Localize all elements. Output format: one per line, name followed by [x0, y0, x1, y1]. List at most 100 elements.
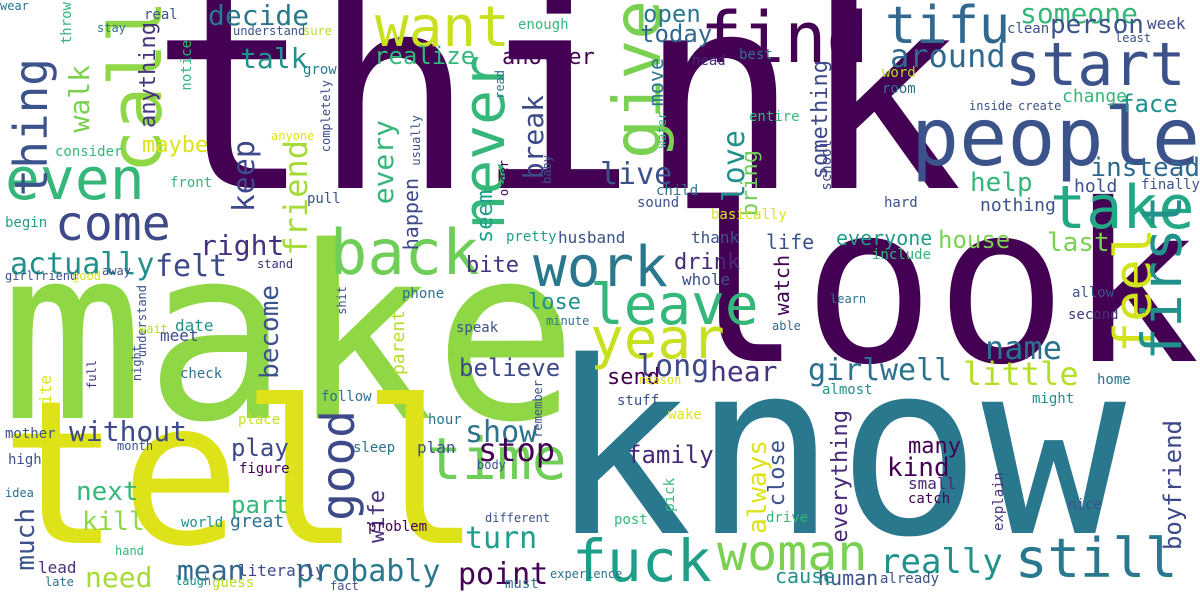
word-170: world — [181, 515, 224, 531]
word-118: word — [882, 65, 916, 81]
word-85: wife — [365, 490, 390, 543]
word-160: mother — [5, 426, 56, 442]
word-79: without — [69, 415, 188, 448]
word-158: write — [36, 375, 55, 424]
word-81: part — [231, 491, 289, 519]
word-138: throw — [59, 2, 75, 45]
word-143: completely — [319, 80, 333, 153]
word-201: wear — [0, 0, 29, 13]
word-16: back — [330, 216, 480, 289]
word-167: laugh — [175, 574, 212, 588]
word-169: literally — [238, 561, 325, 580]
word-145: front — [170, 175, 213, 191]
word-62: little — [963, 355, 1079, 393]
word-24: still — [1015, 527, 1178, 590]
word-82: great — [230, 511, 285, 532]
word-122: week — [1147, 14, 1186, 33]
word-104: small — [908, 474, 957, 493]
word-103: meet — [160, 326, 199, 345]
word-74: mean — [177, 554, 245, 587]
word-157: date — [175, 316, 214, 335]
word-123: clean — [1007, 21, 1050, 37]
word-117: school — [819, 140, 835, 191]
word-40: walk — [63, 65, 96, 133]
word-105: catch — [908, 491, 951, 507]
word-1: make — [0, 195, 578, 475]
word-197: enough — [518, 17, 569, 33]
word-178: plan — [417, 438, 456, 457]
word-83: become — [255, 285, 285, 379]
word-186: reason — [638, 373, 682, 387]
word-134: nice — [1068, 497, 1102, 513]
word-95: watch — [770, 255, 794, 316]
word-54: life — [766, 230, 815, 254]
word-100: bite — [466, 253, 519, 278]
word-86: kind — [887, 453, 950, 483]
word-13: thing — [4, 58, 58, 197]
word-132: able — [772, 319, 801, 333]
word-69: stop — [478, 431, 556, 469]
word-121: create — [1018, 99, 1062, 113]
word-125: finally — [1140, 177, 1200, 193]
word-76: much — [11, 508, 41, 571]
word-192: order — [497, 160, 511, 197]
word-159: place — [238, 412, 281, 428]
word-173: follow — [321, 389, 372, 405]
word-87: many — [908, 434, 961, 459]
word-175: speak — [456, 320, 499, 336]
word-127: allow — [1072, 285, 1115, 301]
word-15: work — [533, 235, 668, 300]
word-140: sure — [303, 24, 332, 38]
word-64: girl — [808, 353, 881, 388]
word-120: inside — [969, 99, 1013, 113]
word-30: someone — [1020, 0, 1139, 30]
word-34: today — [640, 20, 713, 48]
word-163: idea — [5, 486, 34, 500]
word-19: time — [427, 425, 567, 493]
word-147: girlfriend — [5, 269, 78, 283]
word-136: real — [144, 7, 178, 23]
word-137: stay — [97, 21, 126, 35]
word-106: explain — [991, 472, 1007, 532]
word-4: tell — [0, 358, 482, 591]
word-96: drink — [674, 250, 741, 275]
word-20: year — [590, 307, 725, 372]
word-115: move — [644, 58, 668, 107]
word-61: nothing — [980, 195, 1056, 216]
word-131: learn — [830, 292, 867, 306]
word-73: probably — [296, 554, 441, 589]
word-98: seem — [473, 190, 498, 243]
word-29: decide — [208, 0, 310, 32]
word-182: remember — [531, 380, 545, 438]
word-110: sound — [637, 195, 680, 211]
word-84: parent — [388, 310, 409, 376]
word-65: well — [880, 353, 953, 388]
word-51: felt — [155, 249, 228, 284]
word-113: hard — [884, 195, 918, 211]
word-37: name — [985, 329, 1063, 367]
word-149: away — [102, 264, 131, 278]
word-193: baby — [540, 155, 554, 184]
word-135: already — [880, 571, 940, 587]
word-185: must — [505, 576, 539, 592]
word-200: pull — [307, 191, 341, 207]
word-171: figure — [239, 461, 290, 477]
word-5: people — [911, 91, 1200, 184]
word-33: open — [643, 0, 701, 28]
word-162: high — [8, 452, 42, 468]
word-180: problem — [368, 519, 428, 535]
word-172: sleep — [353, 440, 396, 456]
word-139: understand — [233, 24, 306, 38]
word-199: anyone — [271, 129, 315, 143]
word-126: include — [872, 247, 932, 263]
word-67: believe — [459, 354, 561, 382]
word-36: another — [502, 45, 595, 70]
word-77: kill — [82, 507, 145, 537]
word-90: everything — [828, 410, 853, 543]
word-59: change — [1062, 86, 1128, 107]
word-156: check — [180, 366, 223, 382]
word-177: hour — [428, 412, 462, 428]
word-101: lose — [528, 290, 581, 315]
word-56: instead — [1090, 153, 1200, 183]
